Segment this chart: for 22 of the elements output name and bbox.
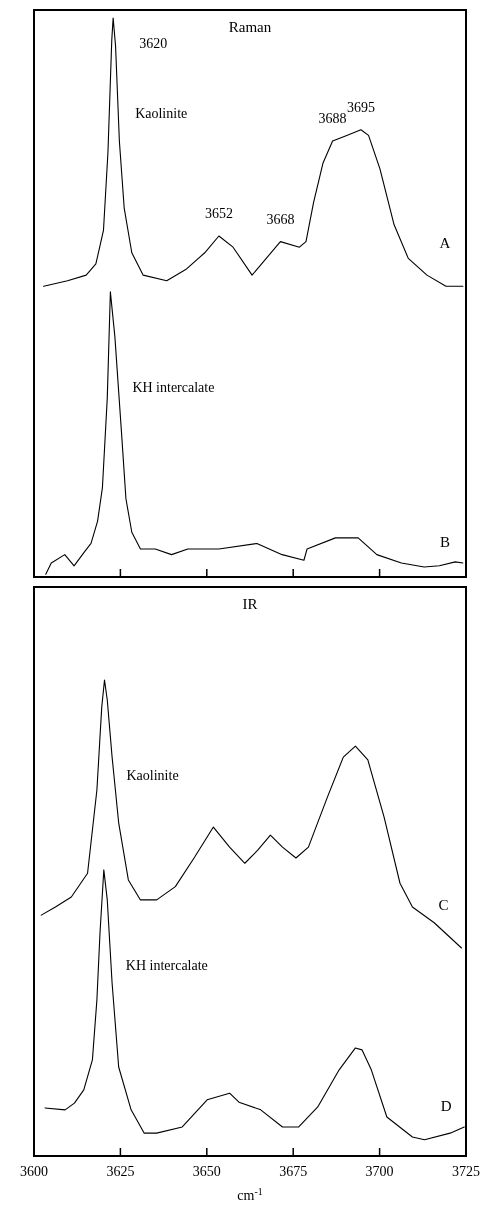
series-label: A	[439, 235, 451, 252]
series-label: B	[439, 534, 450, 551]
x-tick-label: 3700	[365, 1164, 394, 1179]
chart-title: IR	[242, 596, 258, 612]
x-tick-label: 3675	[279, 1164, 308, 1179]
annotation: 3652	[204, 206, 233, 222]
annotation: 3620	[139, 36, 168, 51]
chart-title: Raman	[228, 19, 272, 35]
annotation: KH intercalate	[125, 957, 208, 973]
annotation: Kaolinite	[126, 768, 179, 783]
x-tick-label: 3600	[20, 1164, 48, 1179]
annotation: KH intercalate	[132, 379, 215, 395]
x-tick-label: 3625	[106, 1164, 135, 1179]
annotation: Kaolinite	[135, 106, 188, 121]
x-axis-title: cm$^{-1}$	[237, 1185, 263, 1203]
series-label: C	[438, 896, 449, 913]
annotation: 3695	[346, 99, 375, 115]
x-tick-label: 3725	[452, 1164, 480, 1179]
x-tick-label: 3650	[192, 1164, 221, 1179]
annotation: 3688	[318, 110, 347, 126]
series-label: D	[440, 1097, 452, 1114]
annotation: 3668	[266, 211, 295, 227]
